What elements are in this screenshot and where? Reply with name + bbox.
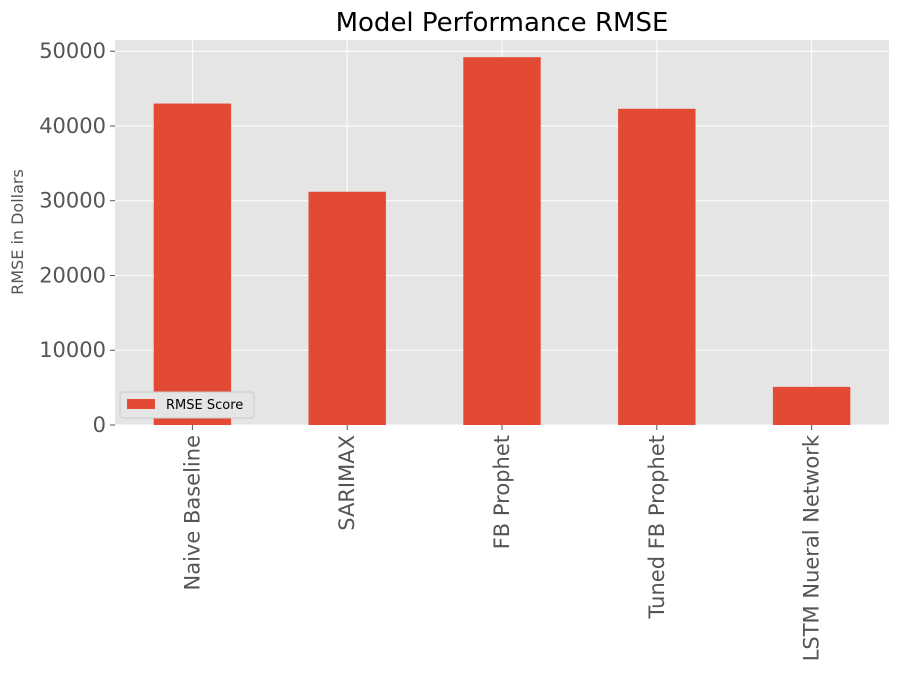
y-tick-label: 10000: [39, 338, 106, 362]
y-axis-ticks: 0 10000 20000 30000 40000 50000: [39, 39, 115, 437]
y-tick-label: 30000: [39, 189, 106, 213]
x-tick-label: Tuned FB Prophet: [645, 435, 669, 619]
x-tick-label: LSTM Nueral Network: [800, 434, 824, 661]
y-tick-label: 20000: [39, 263, 106, 287]
x-tick-label: Naive Baseline: [180, 435, 204, 590]
bar: [618, 108, 696, 425]
x-axis-ticks: Naive Baseline SARIMAX FB Prophet Tuned FB …: [180, 425, 824, 661]
y-tick-label: 0: [93, 413, 106, 437]
y-axis-label: RMSE in Dollars: [8, 169, 27, 295]
y-tick-label: 40000: [39, 114, 106, 138]
bar: [153, 103, 232, 425]
legend-box: [119, 391, 255, 419]
bar: [308, 191, 386, 425]
x-tick-label: SARIMAX: [335, 435, 359, 531]
y-tick-label: 50000: [39, 39, 106, 63]
chart-title: Model Performance RMSE: [336, 8, 669, 38]
bar: [772, 386, 851, 425]
legend-label: RMSE Score: [166, 398, 243, 413]
x-tick-label: FB Prophet: [490, 435, 514, 549]
legend-swatch: [127, 399, 155, 409]
bar: [463, 57, 541, 425]
bars: [153, 57, 851, 425]
legend: RMSE Score: [119, 391, 255, 419]
